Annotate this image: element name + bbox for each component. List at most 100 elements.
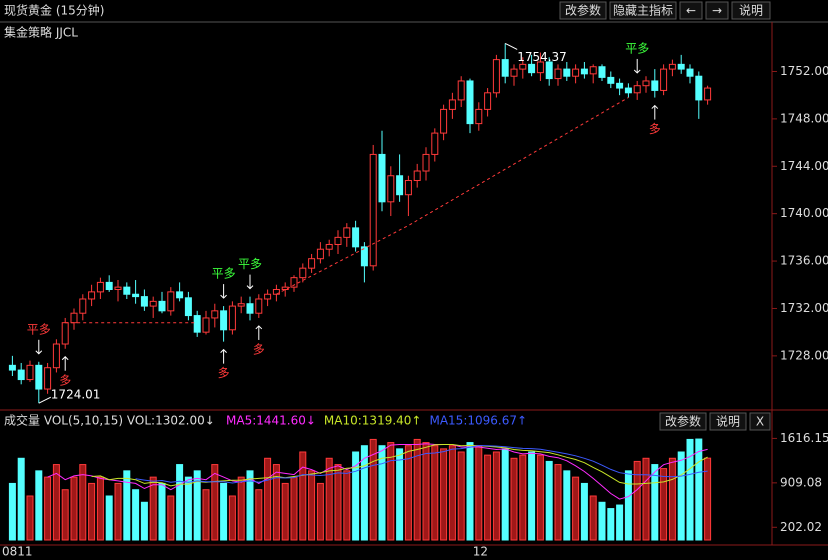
signal-label: 多 bbox=[253, 342, 265, 356]
candle-body bbox=[334, 236, 342, 245]
volume-bar bbox=[580, 482, 588, 541]
volume-bar bbox=[572, 476, 580, 541]
button[interactable] bbox=[709, 412, 747, 431]
button[interactable] bbox=[609, 1, 677, 20]
candle-body bbox=[589, 66, 597, 75]
volume-bar bbox=[704, 457, 712, 541]
candle-body bbox=[352, 227, 360, 248]
volume-bar bbox=[228, 495, 236, 541]
trail-line bbox=[65, 97, 629, 324]
volume-bar bbox=[492, 451, 500, 541]
volume-bar bbox=[589, 495, 597, 541]
button-label[interactable]: X bbox=[756, 415, 764, 429]
candle-body bbox=[624, 87, 632, 94]
volume-bar bbox=[105, 495, 113, 541]
candle-body bbox=[343, 227, 351, 238]
volume-bar bbox=[360, 445, 368, 541]
volume-bar bbox=[457, 451, 465, 541]
volume-bar bbox=[290, 476, 298, 541]
button-label[interactable]: 说明 bbox=[739, 3, 763, 18]
candle-body bbox=[70, 312, 78, 324]
button[interactable] bbox=[731, 1, 771, 20]
y-tick-label: 1752.00 bbox=[780, 64, 828, 78]
button[interactable] bbox=[749, 412, 771, 431]
button[interactable] bbox=[705, 1, 729, 20]
volume-bar bbox=[607, 508, 615, 541]
button-label[interactable]: 改参数 bbox=[665, 414, 701, 429]
signal-arrowhead bbox=[35, 350, 43, 355]
candle-body bbox=[105, 281, 113, 291]
candle-body bbox=[536, 61, 544, 74]
candle-body bbox=[422, 153, 430, 172]
volume-bar bbox=[70, 476, 78, 541]
candle-body bbox=[519, 63, 527, 70]
volume-bar bbox=[272, 464, 280, 541]
button-label[interactable]: 隐藏主指标 bbox=[613, 3, 673, 18]
button[interactable] bbox=[559, 1, 607, 20]
volume-bar bbox=[369, 438, 377, 541]
annotation: 1724.01 bbox=[51, 388, 101, 402]
volume-bar bbox=[149, 476, 157, 541]
candle-body bbox=[176, 291, 184, 299]
candle-body bbox=[299, 267, 307, 279]
y-tick-label: 1728.00 bbox=[780, 348, 828, 362]
candle-body bbox=[457, 80, 465, 101]
volume-bar bbox=[44, 476, 52, 541]
ma-line bbox=[135, 444, 708, 484]
signal-arrowhead bbox=[255, 325, 263, 330]
volume-bar bbox=[184, 476, 192, 541]
candle-body bbox=[132, 293, 140, 298]
candle-body bbox=[158, 300, 166, 312]
candle-body bbox=[184, 297, 192, 317]
candle-body bbox=[264, 293, 272, 300]
candle-body bbox=[140, 296, 148, 307]
legend-entry: MA10:1319.40↑ bbox=[324, 414, 422, 428]
volume-bar bbox=[448, 445, 456, 541]
button[interactable] bbox=[659, 412, 707, 431]
volume-bar bbox=[193, 470, 201, 541]
button[interactable] bbox=[679, 1, 703, 20]
legend-entry: MA15:1096.67↑ bbox=[429, 414, 527, 428]
candle-body bbox=[149, 300, 157, 307]
volume-bar bbox=[501, 448, 509, 541]
candle-body bbox=[96, 281, 104, 293]
candle-body bbox=[475, 108, 483, 125]
button-label[interactable]: 改参数 bbox=[565, 3, 601, 18]
candle-body bbox=[61, 322, 69, 345]
candle-body bbox=[79, 298, 87, 314]
signal-label: 平多 bbox=[27, 322, 51, 336]
y-tick-label: 1740.00 bbox=[780, 206, 828, 220]
volume-bar bbox=[668, 457, 676, 541]
volume-bar bbox=[52, 464, 60, 541]
x-tick-label: 12 bbox=[473, 545, 488, 559]
volume-bar bbox=[660, 468, 668, 541]
signal-arrowhead bbox=[246, 285, 254, 290]
volume-bar bbox=[281, 482, 289, 541]
button-label[interactable]: 说明 bbox=[716, 414, 740, 429]
candle-body bbox=[642, 80, 650, 87]
volume-bar bbox=[96, 476, 104, 541]
volume-bar bbox=[237, 476, 245, 541]
candle-body bbox=[598, 66, 606, 78]
volume-bar bbox=[642, 457, 650, 541]
volume-bar bbox=[352, 451, 360, 541]
candle-body bbox=[123, 286, 131, 295]
candle-body bbox=[580, 68, 588, 75]
ma-line bbox=[47, 443, 708, 500]
candle-body bbox=[290, 277, 298, 288]
candle-body bbox=[167, 291, 175, 312]
candle-body bbox=[492, 59, 500, 94]
volume-bar bbox=[677, 451, 685, 541]
button-label[interactable]: ← bbox=[686, 4, 696, 18]
volume-bar bbox=[325, 457, 333, 541]
volume-bar bbox=[202, 489, 210, 541]
volume-bar bbox=[651, 464, 659, 541]
volume-bar bbox=[633, 460, 641, 541]
candle-body bbox=[8, 364, 16, 371]
candle-body bbox=[378, 153, 386, 203]
candle-body bbox=[396, 175, 404, 196]
candle-body bbox=[228, 305, 236, 331]
button-label[interactable]: → bbox=[712, 4, 722, 18]
volume-bar bbox=[519, 454, 527, 541]
